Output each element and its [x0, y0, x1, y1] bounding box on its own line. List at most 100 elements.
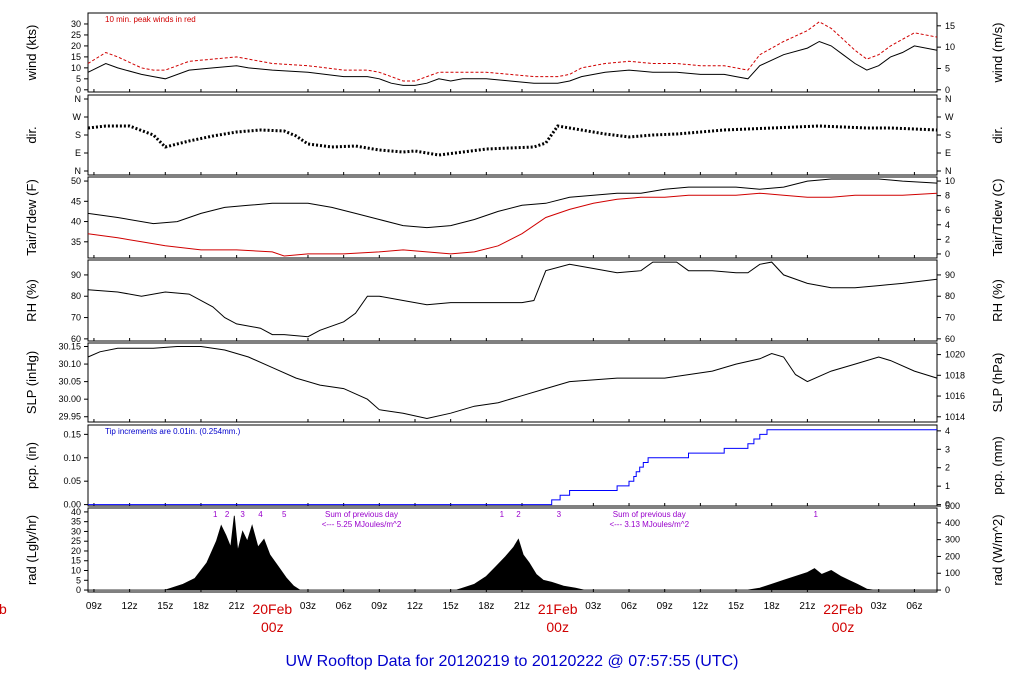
x-tick-label: 03z	[585, 601, 601, 612]
day-label: 22Feb	[823, 601, 863, 617]
rad-sum-label: Sum of previous day	[613, 510, 686, 519]
ylabel-right-rh: RH (%)	[990, 279, 1005, 322]
rad-marker: 3	[557, 510, 562, 519]
left-tick-label-rh: 90	[71, 270, 81, 280]
left-tick-label-rad: 5	[76, 575, 81, 585]
day-label: 19Feb	[0, 601, 7, 617]
left-tick-label-temp: 35	[71, 237, 81, 247]
series-line-slp-0	[87, 346, 938, 420]
left-tick-label-rh: 60	[71, 334, 81, 344]
x-tick-label: 03z	[300, 601, 316, 612]
left-tick-label-rad: 20	[71, 546, 81, 556]
right-tick-label-wind: 15	[945, 21, 955, 31]
x-tick-label: 18z	[193, 601, 209, 612]
series-line-pcp-0	[88, 429, 937, 506]
right-tick-label-wind: 5	[945, 63, 950, 73]
x-tick-label: 18z	[764, 601, 780, 612]
right-tick-label-rad: 200	[945, 551, 960, 561]
x-tick-label: 12z	[692, 601, 708, 612]
left-tick-label-wind: 30	[71, 19, 81, 29]
left-tick-label-wind: 10	[71, 63, 81, 73]
right-tick-label-wind: 10	[945, 42, 955, 52]
ylabel-right-dir: dir.	[990, 126, 1005, 143]
panel-frame-pcp	[87, 424, 938, 507]
series-line-temp-0	[87, 178, 938, 229]
ylabel-right-temp: Tair/Tdew (C)	[990, 178, 1005, 256]
series-line-wind-0	[87, 40, 938, 86]
rad-marker: 2	[516, 510, 521, 519]
right-tick-label-pcp: 1	[945, 481, 950, 491]
day-sub-label: 00z	[832, 619, 855, 635]
left-tick-label-wind: 20	[71, 41, 81, 51]
left-tick-label-temp: 50	[71, 176, 81, 186]
x-tick-label: 15z	[157, 601, 173, 612]
day-sub-label: 00z	[546, 619, 569, 635]
left-tick-label-rad: 25	[71, 536, 81, 546]
panel-note-pcp: Tip increments are 0.01in. (0.254mm.)	[105, 427, 241, 436]
right-tick-label-rh: 80	[945, 291, 955, 301]
x-tick-label: 18z	[478, 601, 494, 612]
day-label: 21Feb	[538, 601, 578, 617]
x-tick-label: 21z	[799, 601, 815, 612]
right-tick-label-dir: S	[945, 130, 951, 140]
ylabel-left-slp: SLP (inHg)	[24, 351, 39, 414]
left-tick-label-wind: 0	[76, 85, 81, 95]
x-tick-label: 21z	[514, 601, 530, 612]
right-tick-label-rad: 300	[945, 535, 960, 545]
ylabel-right-rad: rad (W/m^2)	[990, 514, 1005, 585]
right-tick-label-rh: 70	[945, 313, 955, 323]
rad-marker: 4	[258, 510, 263, 519]
right-tick-label-rad: 0	[945, 585, 950, 595]
right-tick-label-dir: W	[945, 112, 954, 122]
left-tick-label-slp: 30.15	[58, 342, 81, 352]
ylabel-right-pcp: pcp. (mm)	[990, 436, 1005, 495]
right-tick-label-rh: 90	[945, 270, 955, 280]
day-label: 20Feb	[252, 601, 292, 617]
x-tick-label: 09z	[86, 601, 102, 612]
panel-frame-temp	[87, 176, 938, 259]
ylabel-left-rad: rad (Lgly/hr)	[24, 515, 39, 585]
rad-marker: 3	[240, 510, 245, 519]
right-tick-label-dir: N	[945, 166, 952, 176]
x-tick-label: 03z	[871, 601, 887, 612]
rad-sum-value: <--- 5.25 MJoules/m^2	[322, 520, 402, 529]
ylabel-left-rh: RH (%)	[24, 279, 39, 322]
right-tick-label-temp: 2	[945, 234, 950, 244]
left-tick-label-slp: 30.00	[58, 394, 81, 404]
right-tick-label-rad: 500	[945, 501, 960, 511]
x-tick-label: 15z	[728, 601, 744, 612]
left-tick-label-rad: 30	[71, 526, 81, 536]
x-tick-label: 12z	[122, 601, 138, 612]
ylabel-right-wind: wind (m/s)	[990, 23, 1005, 84]
right-tick-label-temp: 6	[945, 205, 950, 215]
rad-marker: 2	[225, 510, 230, 519]
x-tick-label: 06z	[621, 601, 637, 612]
right-tick-label-wind: 0	[945, 85, 950, 95]
series-area-rad	[87, 515, 938, 591]
right-tick-label-pcp: 4	[945, 426, 950, 436]
right-tick-label-temp: 8	[945, 191, 950, 201]
rad-sum-label: Sum of previous day	[325, 510, 398, 519]
rad-marker: 5	[282, 510, 287, 519]
series-line-rh-0	[87, 261, 938, 338]
left-tick-label-wind: 5	[76, 74, 81, 84]
left-tick-label-temp: 45	[71, 196, 81, 206]
left-tick-label-wind: 25	[71, 30, 81, 40]
left-tick-label-dir: S	[75, 130, 81, 140]
left-tick-label-rad: 10	[71, 566, 81, 576]
right-tick-label-slp: 1014	[945, 412, 965, 422]
right-tick-label-pcp: 2	[945, 463, 950, 473]
left-tick-label-pcp: 0.10	[63, 453, 81, 463]
left-tick-label-pcp: 0.15	[63, 429, 81, 439]
right-tick-label-slp: 1016	[945, 391, 965, 401]
left-tick-label-rad: 15	[71, 556, 81, 566]
right-tick-label-slp: 1018	[945, 370, 965, 380]
ylabel-left-wind: wind (kts)	[24, 25, 39, 82]
day-sub-label: 00z	[261, 619, 284, 635]
rad-marker: 1	[500, 510, 505, 519]
right-tick-label-temp: 0	[945, 249, 950, 259]
x-tick-label: 06z	[906, 601, 922, 612]
series-line-temp-1	[87, 192, 938, 257]
left-tick-label-slp: 29.95	[58, 412, 81, 422]
panel-note-wind: 10 min. peak winds in red	[105, 15, 196, 24]
